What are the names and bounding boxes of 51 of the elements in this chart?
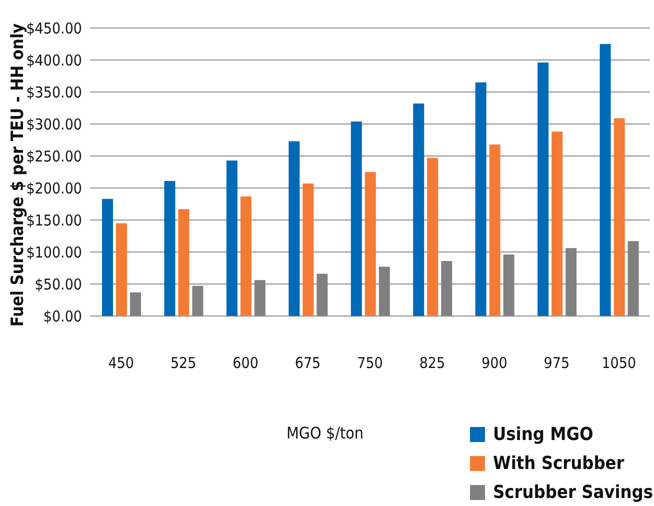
bar: [116, 223, 127, 316]
x-tick-label: 975: [544, 354, 570, 372]
bar: [164, 180, 176, 316]
x-tick-label: 750: [357, 354, 383, 372]
bar: [566, 248, 577, 316]
y-tick-label: $150.00: [26, 211, 82, 230]
bar: [538, 62, 549, 316]
bar: [288, 141, 300, 316]
bar: [378, 266, 390, 316]
y-tick-label: $200.00: [26, 179, 82, 198]
x-tick-label: 525: [170, 354, 196, 372]
bar: [441, 260, 452, 316]
bar: [192, 286, 204, 316]
bar: [475, 82, 486, 316]
legend-label: Scrubber Savings: [493, 482, 654, 503]
bar: [102, 198, 113, 316]
bar: [427, 158, 438, 316]
bar: [240, 196, 252, 316]
bar: [503, 254, 514, 316]
bar: [552, 132, 563, 316]
y-tick-label: $50.00: [34, 275, 82, 294]
bar: [628, 241, 639, 316]
bar: [489, 144, 500, 316]
x-tick-label: 675: [294, 354, 321, 372]
bar: [178, 209, 190, 316]
y-tick-label: $350.00: [26, 83, 82, 102]
bar: [226, 160, 238, 316]
y-tick-label: $0.00: [43, 307, 82, 326]
x-tick-label: 900: [482, 354, 508, 372]
x-axis-title: MGO $/ton: [286, 424, 364, 442]
y-axis-title: Fuel Surcharge $ per TEU - HH only: [8, 23, 28, 327]
bar: [316, 274, 328, 316]
x-tick-label: 825: [419, 354, 446, 372]
bar: [413, 104, 424, 316]
bar: [302, 184, 314, 316]
bar: [350, 121, 362, 316]
bar: [364, 172, 376, 316]
legend-label: With Scrubber: [493, 453, 624, 474]
legend-label: Using MGO: [493, 424, 594, 445]
y-tick-label: $250.00: [26, 147, 82, 166]
bar: [600, 44, 611, 316]
x-tick-label: 1050: [602, 354, 636, 372]
y-tick-label: $400.00: [26, 51, 82, 70]
bar: [254, 280, 266, 316]
x-tick-label: 450: [108, 354, 134, 372]
y-tick-label: $100.00: [26, 243, 82, 262]
y-tick-label: $300.00: [26, 115, 82, 134]
bar: [130, 292, 141, 316]
x-tick-label: 600: [232, 354, 258, 372]
bar: [614, 118, 625, 316]
y-tick-label: $450.00: [26, 19, 82, 38]
